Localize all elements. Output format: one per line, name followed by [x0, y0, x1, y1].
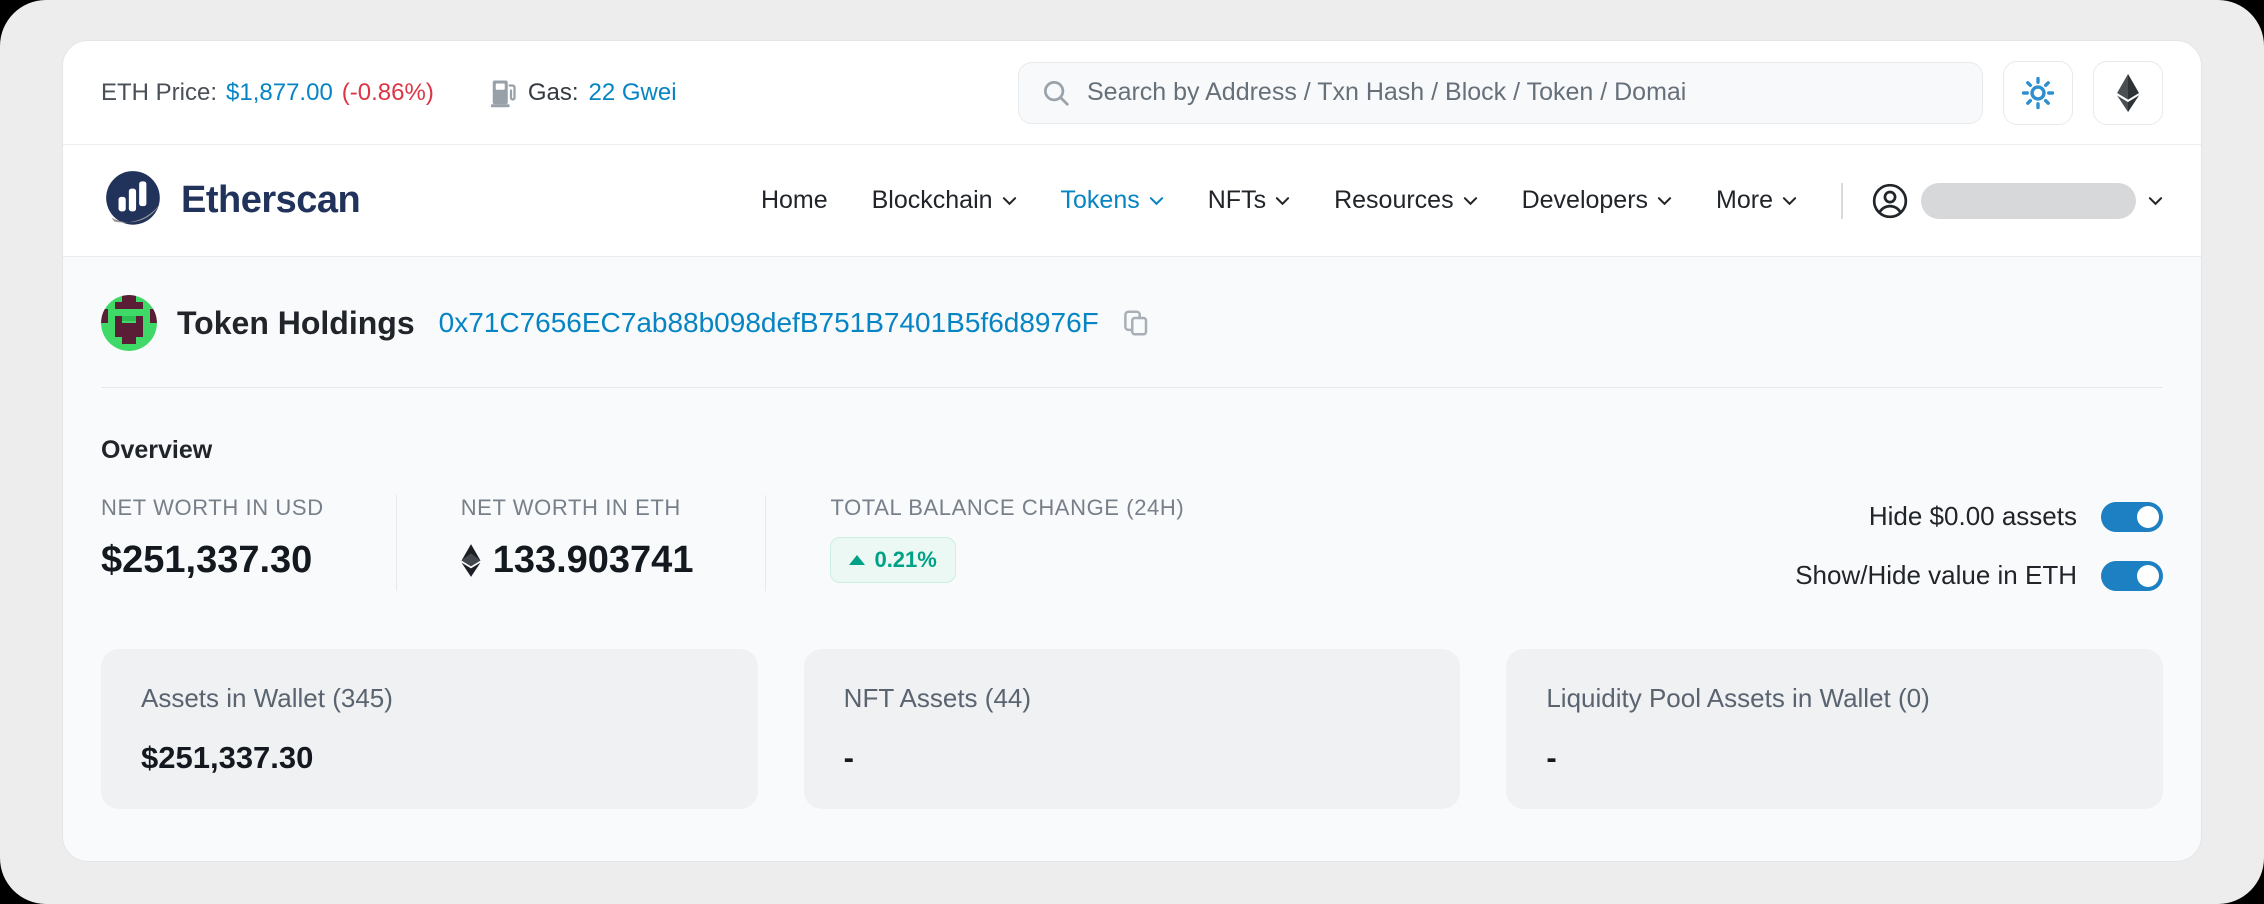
toggle-label: Show/Hide value in ETH	[1795, 560, 2077, 590]
stat-value: $251,337.30	[101, 539, 313, 581]
gas-value[interactable]: 22 Gwei	[588, 78, 677, 106]
gas-label: Gas:	[527, 78, 579, 106]
eth-price-change: (-0.86%)	[341, 78, 434, 106]
toggle-switch-on[interactable]	[2101, 501, 2163, 532]
card-value: $251,337.30	[141, 740, 314, 775]
navbar: Etherscan Home Blockchain Tokens NFTs Re…	[63, 145, 2201, 257]
stat-divider	[765, 495, 767, 591]
balance-change-badge: 0.21%	[830, 537, 956, 583]
card-title: Liquidity Pool Assets in Wallet (0)	[1546, 683, 1930, 713]
page-title: Token Holdings	[177, 304, 415, 341]
stat-label: NET WORTH IN USD	[101, 495, 324, 520]
app-window: ETH Price: $1,877.00 (-0.86%) Gas: 22 Gw…	[62, 40, 2202, 862]
overview-heading: Overview	[101, 436, 213, 464]
search-input[interactable]	[1087, 78, 1960, 107]
nav-item-label: NFTs	[1207, 186, 1267, 214]
asset-summary-cards: Assets in Wallet (345) $251,337.30 NFT A…	[101, 649, 2164, 809]
eth-price-label: ETH Price:	[101, 78, 218, 106]
chevron-down-icon	[2148, 196, 2163, 206]
network-eth-button[interactable]	[2093, 60, 2163, 125]
copy-icon	[1121, 308, 1151, 338]
nav-item-tokens[interactable]: Tokens	[1061, 186, 1164, 215]
stat-balance-change: TOTAL BALANCE CHANGE (24H) 0.21%	[766, 495, 1256, 583]
card-value: -	[1546, 740, 1557, 775]
stat-net-worth-eth: NET WORTH IN ETH 133.903741	[397, 495, 766, 582]
stat-net-worth-usd: NET WORTH IN USD $251,337.30	[101, 495, 396, 582]
main-content: Token Holdings 0x71C7656EC7ab88b098defB7…	[63, 257, 2201, 861]
chevron-down-icon	[1275, 196, 1290, 206]
stat-label: TOTAL BALANCE CHANGE (24H)	[830, 495, 1185, 520]
topbar: ETH Price: $1,877.00 (-0.86%) Gas: 22 Gw…	[63, 41, 2201, 145]
card-nft-assets[interactable]: NFT Assets (44) -	[803, 649, 1461, 809]
overview-stats: NET WORTH IN USD $251,337.30 NET WORTH I…	[101, 495, 2163, 591]
display-toggles: Hide $0.00 assets Show/Hide value in ETH	[1795, 495, 2163, 591]
toggle-label: Hide $0.00 assets	[1868, 501, 2077, 531]
chevron-down-icon	[1782, 196, 1797, 206]
card-liquidity-pool-assets[interactable]: Liquidity Pool Assets in Wallet (0) -	[1506, 649, 2164, 809]
theme-toggle-button[interactable]	[2003, 60, 2073, 125]
stat-divider	[395, 495, 397, 591]
eth-price-value[interactable]: $1,877.00	[226, 78, 333, 106]
nav-item-label: Blockchain	[871, 186, 993, 214]
nav-item-label: Resources	[1334, 186, 1454, 214]
nav-item-label: Home	[760, 186, 828, 214]
toggle-hide-zero-assets[interactable]: Hide $0.00 assets	[1869, 501, 2163, 532]
chevron-down-icon	[1657, 196, 1672, 206]
nav-item-blockchain[interactable]: Blockchain	[872, 186, 1017, 215]
sun-icon	[2021, 76, 2055, 110]
card-assets-in-wallet[interactable]: Assets in Wallet (345) $251,337.30	[101, 649, 758, 809]
nav-item-nfts[interactable]: NFTs	[1208, 186, 1290, 215]
header-divider	[101, 387, 2163, 388]
chevron-down-icon	[1149, 196, 1164, 206]
toggle-show-hide-eth-value[interactable]: Show/Hide value in ETH	[1795, 560, 2163, 591]
etherscan-logo-mark	[101, 168, 167, 234]
address-avatar-identicon	[101, 295, 157, 351]
stat-value: 133.903741	[492, 539, 694, 581]
chevron-down-icon	[1463, 196, 1478, 206]
price-gas-bar: ETH Price: $1,877.00 (-0.86%) Gas: 22 Gw…	[101, 78, 677, 108]
search-bar[interactable]	[1018, 61, 1983, 124]
stat-label: NET WORTH IN ETH	[460, 495, 681, 520]
chevron-down-icon	[1002, 196, 1017, 206]
toggle-switch-on[interactable]	[2101, 560, 2163, 591]
eth-diamond-icon	[461, 544, 481, 577]
gas-pump-icon	[490, 78, 518, 108]
nav-item-label: More	[1716, 186, 1773, 214]
copy-address-button[interactable]	[1121, 308, 1151, 338]
person-circle-icon	[1871, 182, 1909, 220]
nav-item-developers[interactable]: Developers	[1522, 186, 1672, 215]
up-arrow-icon	[849, 555, 866, 565]
nav-item-resources[interactable]: Resources	[1334, 186, 1478, 215]
search-icon	[1041, 78, 1071, 108]
address-link[interactable]: 0x71C7656EC7ab88b098defB751B7401B5f6d897…	[438, 307, 1099, 338]
etherscan-logo[interactable]: Etherscan	[101, 168, 361, 234]
account-address-placeholder	[1921, 182, 2136, 219]
card-title: NFT Assets (44)	[843, 683, 1032, 713]
page-header: Token Holdings 0x71C7656EC7ab88b098defB7…	[101, 295, 2163, 351]
brand-name: Etherscan	[181, 179, 361, 221]
badge-value: 0.21%	[874, 547, 937, 572]
nav-item-label: Developers	[1521, 186, 1649, 214]
nav-divider	[1841, 182, 1843, 219]
nav-item-more[interactable]: More	[1716, 186, 1797, 215]
ethereum-icon	[2116, 73, 2140, 112]
card-title: Assets in Wallet (345)	[141, 683, 393, 713]
nav-links: Home Blockchain Tokens NFTs Resources De…	[761, 186, 1797, 215]
card-value: -	[843, 740, 854, 775]
nav-item-label: Tokens	[1060, 186, 1140, 214]
account-menu[interactable]	[1871, 182, 2163, 220]
nav-item-home[interactable]: Home	[761, 186, 828, 215]
